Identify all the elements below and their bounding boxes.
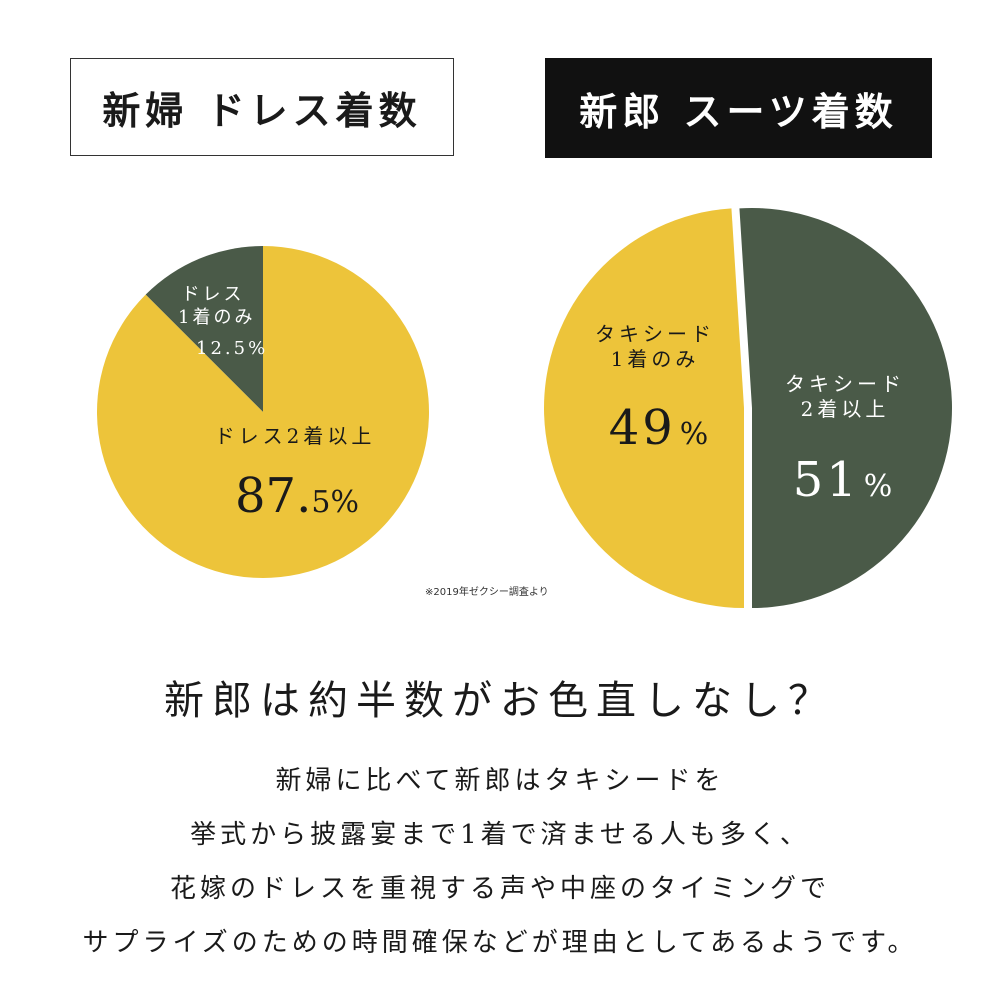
headline: 新郎は約半数がお色直しなし？ bbox=[164, 678, 836, 724]
body-line-3: 花嫁のドレスを重視する声や中座のタイミングで bbox=[169, 874, 830, 904]
chart-1-slice-1 bbox=[145, 246, 263, 412]
groom-slice-2-label: タキシード 2着以上 bbox=[785, 372, 905, 421]
bride-slice-1-value: 12.5% bbox=[196, 338, 269, 359]
groom-slice-2-value: 51% bbox=[792, 452, 896, 508]
body-line-4: サプライズのための時間確保などが理由としてあるようです。 bbox=[82, 928, 918, 958]
chart-2-slice-1 bbox=[544, 208, 744, 608]
chart-2-slice-2 bbox=[739, 207, 953, 608]
bride-slice-1-label: ドレス 1着のみ bbox=[178, 284, 256, 328]
bride-slice-2-value: 87.5% bbox=[235, 468, 359, 524]
bride-chart-title: 新婦 ドレス着数 bbox=[70, 58, 454, 156]
body-line-2: 挙式から披露宴まで1着で済ませる人も多く、 bbox=[190, 820, 810, 850]
groom-slice-1-label: タキシード 1着のみ bbox=[595, 322, 715, 371]
groom-chart-title: 新郎 スーツ着数 bbox=[545, 58, 932, 158]
groom-slice-1-value: 49% bbox=[608, 400, 712, 456]
bride-slice-2-label: ドレス2着以上 bbox=[214, 424, 376, 448]
source-note: ※2019年ゼクシー調査より bbox=[425, 587, 549, 598]
body-line-1: 新婦に比べて新郎はタキシードを bbox=[275, 766, 725, 796]
chart-1-slice-2 bbox=[96, 246, 429, 578]
